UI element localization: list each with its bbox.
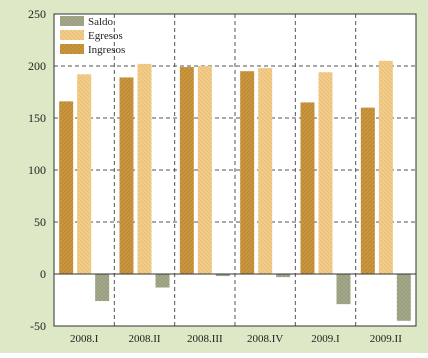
bar-ingresos-1	[119, 77, 134, 274]
plot-border	[53, 13, 417, 327]
x-tick-label: 2009.I	[311, 333, 340, 345]
legend-label-ingresos: Ingresos	[88, 44, 125, 56]
y-tick-label: 200	[28, 59, 46, 73]
bar-ingresos-0	[59, 101, 74, 274]
legend: Saldo Egresos Ingresos	[60, 16, 125, 56]
legend-swatch-ingresos	[60, 44, 84, 54]
x-tick-label: 2008.IV	[247, 333, 283, 345]
y-tick-label: 250	[28, 7, 46, 21]
x-tick-label: 2008.III	[187, 333, 223, 345]
bar-saldo-4	[336, 274, 351, 305]
bar-egresos-4	[318, 72, 333, 275]
bar-egresos-1	[137, 63, 152, 274]
legend-swatch-egresos	[60, 30, 84, 40]
bar-egresos-0	[77, 74, 92, 274]
y-tick-label: 100	[28, 163, 46, 177]
bar-layer	[59, 60, 411, 321]
y-tick-label: 50	[34, 215, 46, 229]
bar-saldo-0	[95, 274, 110, 302]
bar-egresos-5	[378, 60, 393, 274]
x-tick-label: 2008.I	[70, 333, 99, 345]
y-tick-label: 0	[40, 267, 46, 281]
bar-ingresos-3	[240, 71, 255, 274]
bar-ingresos-2	[179, 67, 194, 274]
bar-ingresos-4	[300, 102, 315, 275]
legend-label-egresos: Egresos	[88, 30, 123, 42]
legend-swatch-saldo	[60, 16, 84, 26]
legend-label-saldo: Saldo	[88, 16, 114, 28]
bar-ingresos-5	[360, 107, 375, 274]
y-tick-label: 150	[28, 111, 46, 125]
bar-egresos-2	[197, 66, 212, 274]
bar-egresos-3	[258, 68, 273, 274]
axis-layer: -50 0 50 100 150 200 250 2008.I 2008.II 2008.III 2…	[28, 7, 417, 345]
bar-saldo-1	[155, 274, 170, 288]
bar-saldo-2	[215, 274, 230, 277]
y-tick-label: -50	[30, 319, 46, 333]
bar-saldo-5	[396, 274, 411, 321]
x-tick-label: 2008.II	[128, 333, 160, 345]
bar-saldo-3	[276, 274, 291, 278]
x-tick-label: 2009.II	[370, 333, 402, 345]
